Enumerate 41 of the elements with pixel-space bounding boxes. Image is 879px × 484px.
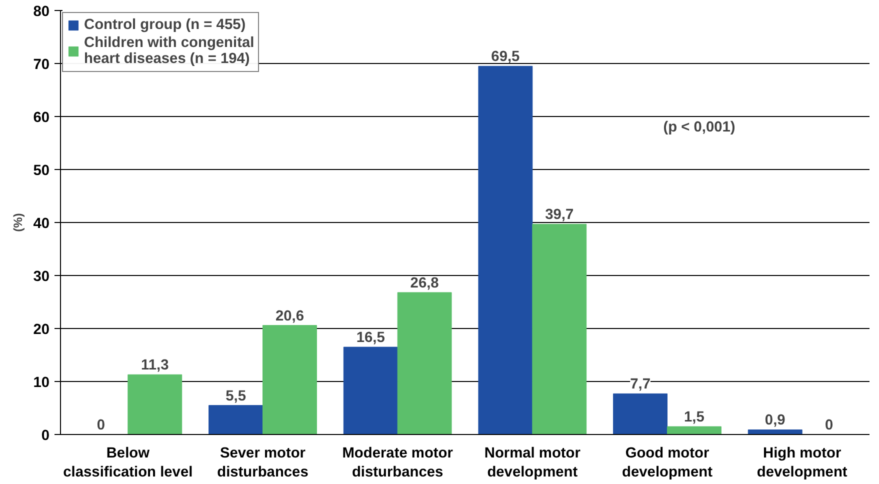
y-tick-label: 20 (33, 322, 50, 338)
y-tick-label: 70 (33, 57, 50, 73)
y-tick-label: 80 (33, 4, 50, 20)
x-tick-label: High motor development (756, 446, 848, 481)
y-axis-title: (%) (11, 213, 26, 232)
data-label: 7,7 (630, 376, 650, 393)
y-tick-label: 40 (33, 216, 50, 232)
bar (478, 66, 533, 434)
bar (613, 393, 668, 434)
data-label: 0 (824, 418, 834, 434)
y-tick-label: 50 (33, 163, 50, 179)
legend-label: Control group (n = 455) (84, 17, 246, 33)
bar (667, 426, 722, 434)
bar (208, 405, 263, 434)
data-label: 39,7 (545, 207, 574, 224)
x-tick-label: Normal motor development (484, 446, 581, 481)
x-tick-label: Moderate motor disturbances (342, 446, 454, 481)
y-tick-label: 10 (33, 375, 50, 391)
bar (748, 429, 802, 434)
bar (262, 325, 317, 434)
bar (343, 346, 398, 434)
data-label: 26,8 (410, 275, 439, 292)
data-label: 0 (96, 418, 106, 434)
y-tick-label: 0 (41, 428, 50, 444)
data-label: 69,5 (491, 49, 520, 66)
legend-label: Children with congenital heart diseases (n = 194) (84, 35, 254, 67)
y-tick-label: 30 (33, 269, 50, 285)
bar (397, 292, 452, 434)
y-tick-label: 60 (33, 110, 50, 126)
bar (128, 374, 182, 434)
x-tick-label: Below classification level (63, 446, 193, 481)
data-label: 11,3 (141, 358, 169, 374)
annotation: (p < 0,001) (663, 120, 736, 136)
data-label: 20,6 (275, 308, 304, 324)
x-tick-label: Good motor development (622, 446, 713, 481)
bar (532, 224, 587, 434)
data-label: 16,5 (356, 330, 385, 346)
data-label: 0,9 (764, 412, 786, 429)
data-label: 5,5 (226, 388, 246, 404)
data-label: 1,5 (684, 410, 704, 426)
x-tick-label: Sever motor disturbances (217, 446, 308, 481)
